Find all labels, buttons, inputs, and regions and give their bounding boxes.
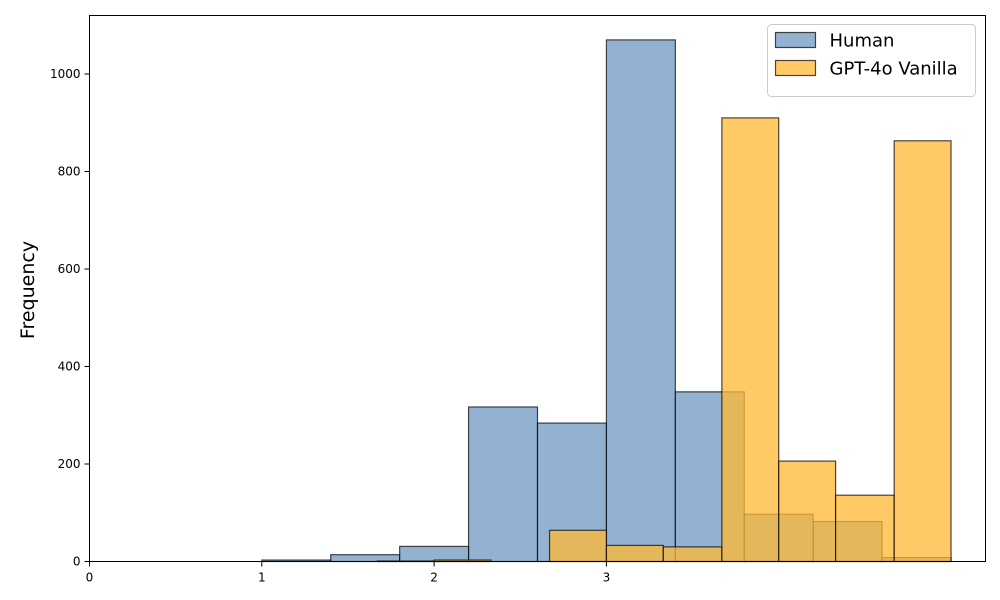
- x-tick-label: 2: [430, 571, 438, 585]
- histogram-bar: [399, 545, 470, 563]
- histogram-bar: [605, 544, 664, 563]
- histogram-bar: [834, 494, 895, 563]
- legend-label: GPT-4o Vanilla: [830, 59, 958, 80]
- histogram-bar: [467, 406, 539, 563]
- x-tick-label: 3: [603, 571, 611, 585]
- y-tick-label: 800: [58, 165, 81, 179]
- plot-frame: [89, 15, 986, 562]
- legend-label: Human: [830, 31, 895, 52]
- legend-swatch: [774, 31, 817, 49]
- histogram-bar: [721, 117, 780, 563]
- histogram-bar: [662, 546, 723, 563]
- histogram-bar: [548, 529, 608, 563]
- y-tick-label: 0: [73, 555, 81, 569]
- y-tick-label: 600: [58, 262, 81, 276]
- x-tick-label: 1: [258, 571, 266, 585]
- legend-box: [767, 24, 976, 97]
- histogram-bar: [605, 39, 676, 563]
- y-tick-label: 1000: [50, 67, 81, 81]
- series-0: [261, 39, 952, 563]
- y-axis-title: Frequency: [17, 241, 39, 339]
- y-tick-label: 400: [58, 360, 81, 374]
- bars-layer: [261, 39, 952, 563]
- y-axis: 0 200 400 600 800 1000: [50, 67, 90, 569]
- legend: Human GPT-4o Vanilla: [767, 24, 976, 97]
- histogram-bar: [893, 140, 952, 563]
- y-tick-label: 200: [58, 457, 81, 471]
- histogram-bar: [778, 460, 837, 563]
- legend-swatch: [774, 59, 817, 77]
- x-tick-label: 0: [86, 571, 94, 585]
- x-axis: 0 1 2 3: [86, 561, 611, 585]
